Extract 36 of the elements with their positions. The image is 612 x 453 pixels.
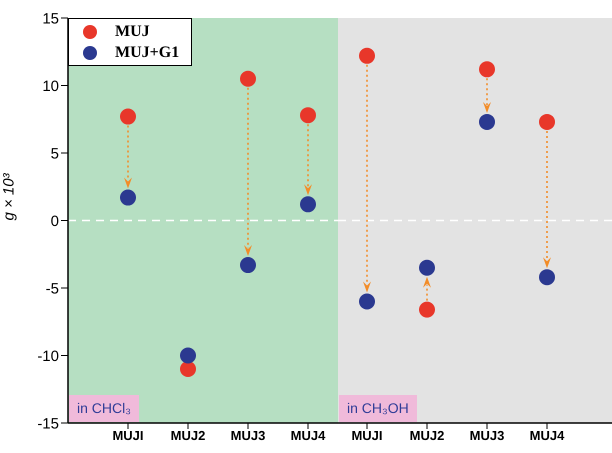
point bbox=[240, 70, 256, 87]
point bbox=[300, 107, 316, 124]
y-tick-label: -15 bbox=[37, 415, 59, 432]
y-tick-label: 0 bbox=[50, 212, 59, 230]
point bbox=[479, 61, 495, 78]
x-tick-label: MUJ2 bbox=[170, 428, 206, 444]
x-tick-label: MUJI bbox=[112, 428, 144, 444]
point bbox=[359, 48, 375, 64]
y-tick-label: -5 bbox=[46, 280, 59, 298]
x-tick-label: MUJ3 bbox=[470, 428, 504, 444]
point bbox=[300, 196, 316, 212]
point bbox=[539, 269, 555, 286]
y-tick-label: 15 bbox=[42, 10, 59, 28]
y-tick-label: 5 bbox=[50, 145, 59, 162]
legend-label: MUJ bbox=[115, 22, 150, 40]
point bbox=[479, 114, 495, 130]
x-tick-label: MUJ2 bbox=[410, 428, 444, 444]
legend-label: MUJ+G1 bbox=[115, 44, 180, 62]
x-tick-label: MUJ3 bbox=[230, 428, 266, 444]
point bbox=[180, 361, 196, 377]
point bbox=[539, 114, 555, 130]
y-tick-label: -10 bbox=[37, 348, 59, 365]
band-label: in CH₃OH bbox=[339, 395, 417, 422]
y-axis-title: g × 10³ bbox=[0, 172, 18, 220]
point bbox=[359, 294, 375, 310]
x-tick-label: MUJI bbox=[351, 428, 383, 444]
point bbox=[240, 257, 256, 274]
point bbox=[120, 190, 136, 206]
point bbox=[419, 260, 435, 276]
point bbox=[120, 108, 136, 125]
band-label: in CHCl₃ bbox=[69, 395, 139, 422]
x-tick-label: MUJ4 bbox=[530, 428, 566, 444]
point bbox=[180, 348, 196, 364]
y-tick-label: 10 bbox=[42, 78, 59, 95]
x-tick-label: MUJ4 bbox=[290, 428, 326, 444]
point bbox=[419, 302, 435, 318]
